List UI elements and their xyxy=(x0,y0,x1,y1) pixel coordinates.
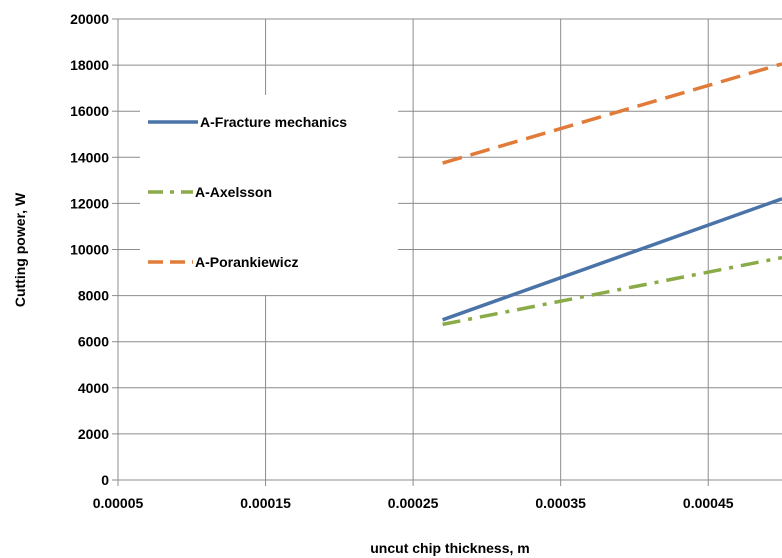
legend-label-axelsson: A-Axelsson xyxy=(195,184,272,200)
y-tick-label: 8000 xyxy=(78,288,109,304)
y-tick-label: 14000 xyxy=(70,149,109,165)
y-tick-label: 20000 xyxy=(70,11,109,27)
y-tick-label: 0 xyxy=(101,472,109,488)
legend-label-porankiewicz: A-Porankiewicz xyxy=(195,254,298,270)
axes xyxy=(112,18,782,486)
y-axis-title: Cutting power, W xyxy=(12,192,28,307)
x-tick-label: 0.00005 xyxy=(93,495,144,511)
legend: A-Fracture mechanics A-Axelsson A-Porank… xyxy=(140,95,398,295)
legend-label-fracture-mechanics: A-Fracture mechanics xyxy=(200,114,347,130)
series-fracture-mechanics xyxy=(442,197,782,322)
y-tick-label: 6000 xyxy=(78,334,109,350)
y-tick-label: 10000 xyxy=(70,242,109,258)
series-porankiewicz xyxy=(442,62,782,165)
x-tick-label: 0.00035 xyxy=(535,495,586,511)
y-tick-label: 12000 xyxy=(70,195,109,211)
x-tick-label: 0.00015 xyxy=(240,495,291,511)
y-tick-label: 16000 xyxy=(70,103,109,119)
x-tick-label: 0.00045 xyxy=(683,495,734,511)
x-axis-title: uncut chip thickness, m xyxy=(370,540,529,556)
series-lines xyxy=(442,62,782,327)
series-axelsson xyxy=(442,255,782,327)
y-tick-label: 2000 xyxy=(78,426,109,442)
x-tick-label: 0.00025 xyxy=(388,495,439,511)
y-tick-labels: 0 2000 4000 6000 8000 10000 12000 14000 16000 180… xyxy=(70,11,109,488)
y-tick-label: 4000 xyxy=(78,380,109,396)
y-tick-label: 18000 xyxy=(70,57,109,73)
x-tick-labels: 0.00005 0.00015 0.00025 0.00035 0.00045 xyxy=(93,495,734,511)
